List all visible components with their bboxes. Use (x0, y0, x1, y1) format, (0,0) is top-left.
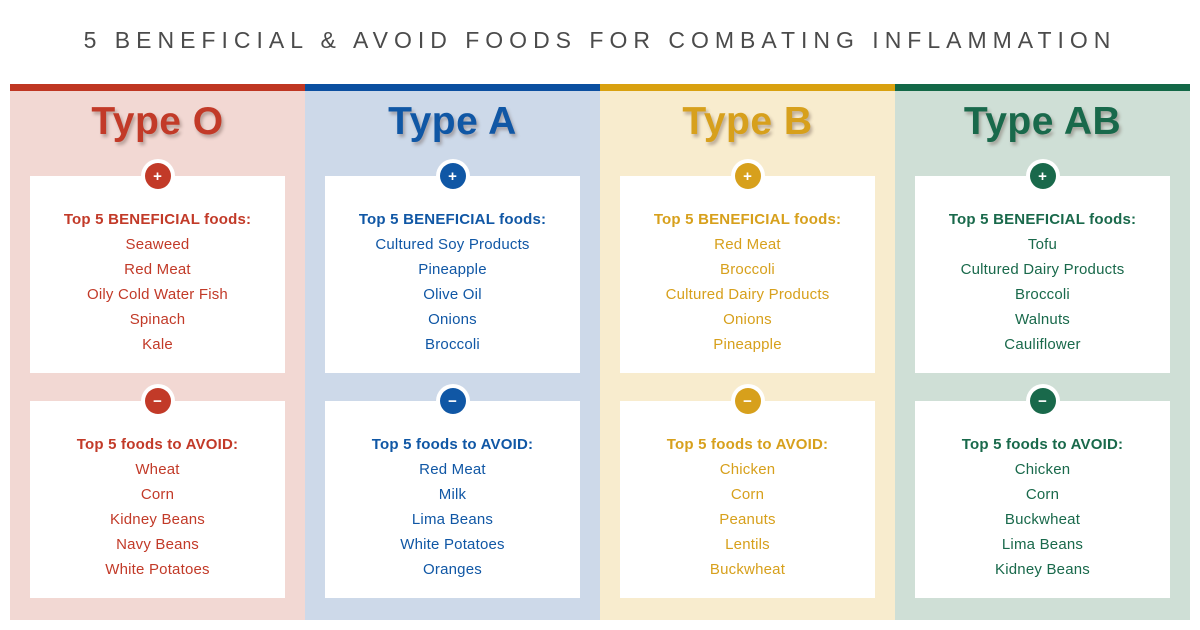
type-o-color-bar (10, 84, 305, 91)
plus-icon: + (435, 159, 470, 193)
food-item: Kidney Beans (995, 561, 1090, 578)
beneficial-food-list: Cultured Soy Products Pineapple Olive Oi… (325, 232, 580, 357)
minus-glyph: − (1029, 388, 1056, 414)
food-item: Onions (428, 311, 477, 328)
blood-type-columns: Type O + Top 5 BENEFICIAL foods: Seaweed… (10, 84, 1190, 620)
food-item: Chicken (719, 461, 776, 478)
food-item: Chicken (1014, 461, 1071, 478)
food-item: Lima Beans (411, 511, 494, 528)
food-item: Spinach (129, 311, 186, 328)
food-item: Cultured Dairy Products (665, 286, 830, 303)
food-item: Tofu (1027, 236, 1058, 253)
avoid-food-list: Wheat Corn Kidney Beans Navy Beans White… (30, 457, 285, 582)
minus-icon: − (140, 384, 175, 418)
beneficial-heading: Top 5 BENEFICIAL foods: (358, 211, 547, 228)
type-a-avoid-card: − Top 5 foods to AVOID: Red Meat Milk Li… (325, 384, 580, 598)
food-item: Lentils (725, 536, 770, 553)
minus-icon: − (1025, 384, 1060, 418)
plus-glyph: + (1029, 163, 1056, 189)
food-item: Milk (438, 486, 467, 503)
minus-glyph: − (144, 388, 171, 414)
food-item: Peanuts (719, 511, 776, 528)
plus-icon: + (730, 159, 765, 193)
avoid-food-list: Chicken Corn Peanuts Lentils Buckwheat (620, 457, 875, 582)
beneficial-heading: Top 5 BENEFICIAL foods: (653, 211, 842, 228)
food-item: Pineapple (713, 336, 782, 353)
page-title: 5 BENEFICIAL & AVOID FOODS FOR COMBATING… (83, 27, 1117, 53)
food-item: Red Meat (124, 261, 191, 278)
plus-icon: + (1025, 159, 1060, 193)
type-b-beneficial-card: + Top 5 BENEFICIAL foods: Red Meat Brocc… (620, 159, 875, 373)
food-item: Red Meat (419, 461, 486, 478)
food-item: Oranges (423, 561, 482, 578)
food-item: White Potatoes (400, 536, 505, 553)
beneficial-food-list: Tofu Cultured Dairy Products Broccoli Wa… (915, 232, 1170, 357)
plus-glyph: + (439, 163, 466, 189)
minus-icon: − (435, 384, 470, 418)
food-item: Kidney Beans (110, 511, 205, 528)
minus-glyph: − (439, 388, 466, 414)
plus-glyph: + (734, 163, 761, 189)
type-b-column: Type B + Top 5 BENEFICIAL foods: Red Mea… (600, 84, 895, 620)
food-item: Oily Cold Water Fish (87, 286, 228, 303)
food-item: Kale (142, 336, 173, 353)
type-o-avoid-card: − Top 5 foods to AVOID: Wheat Corn Kidne… (30, 384, 285, 598)
food-item: Corn (1025, 486, 1060, 503)
food-item: Broccoli (425, 336, 480, 353)
type-a-column: Type A + Top 5 BENEFICIAL foods: Culture… (305, 84, 600, 620)
type-a-color-bar (305, 84, 600, 91)
food-item: Cultured Soy Products (375, 236, 530, 253)
food-item: Buckwheat (709, 561, 786, 578)
type-b-avoid-card: − Top 5 foods to AVOID: Chicken Corn Pea… (620, 384, 875, 598)
minus-icon: − (730, 384, 765, 418)
beneficial-food-list: Seaweed Red Meat Oily Cold Water Fish Sp… (30, 232, 285, 357)
avoid-heading: Top 5 foods to AVOID: (76, 436, 239, 453)
type-o-beneficial-card: + Top 5 BENEFICIAL foods: Seaweed Red Me… (30, 159, 285, 373)
food-item: Corn (140, 486, 175, 503)
food-item: Cultured Dairy Products (960, 261, 1125, 278)
type-ab-color-bar (895, 84, 1190, 91)
beneficial-food-list: Red Meat Broccoli Cultured Dairy Product… (620, 232, 875, 357)
food-item: Olive Oil (423, 286, 482, 303)
food-item: Onions (723, 311, 772, 328)
type-ab-title: Type AB (963, 100, 1122, 143)
food-item: Pineapple (418, 261, 487, 278)
type-ab-column: Type AB + Top 5 BENEFICIAL foods: Tofu C… (895, 84, 1190, 620)
type-o-column: Type O + Top 5 BENEFICIAL foods: Seaweed… (10, 84, 305, 620)
minus-glyph: − (734, 388, 761, 414)
food-item: Lima Beans (1001, 536, 1084, 553)
type-b-title: Type B (682, 100, 813, 143)
avoid-food-list: Red Meat Milk Lima Beans White Potatoes … (325, 457, 580, 582)
plus-icon: + (140, 159, 175, 193)
type-ab-beneficial-card: + Top 5 BENEFICIAL foods: Tofu Cultured … (915, 159, 1170, 373)
food-item: White Potatoes (105, 561, 210, 578)
type-b-color-bar (600, 84, 895, 91)
food-item: Seaweed (125, 236, 190, 253)
type-o-title: Type O (91, 100, 224, 143)
food-item: Wheat (135, 461, 180, 478)
food-item: Corn (730, 486, 765, 503)
type-a-beneficial-card: + Top 5 BENEFICIAL foods: Cultured Soy P… (325, 159, 580, 373)
plus-glyph: + (144, 163, 171, 189)
food-item: Walnuts (1014, 311, 1071, 328)
avoid-heading: Top 5 foods to AVOID: (961, 436, 1124, 453)
beneficial-heading: Top 5 BENEFICIAL foods: (63, 211, 252, 228)
food-item: Broccoli (1015, 286, 1070, 303)
food-item: Cauliflower (1004, 336, 1081, 353)
type-a-title: Type A (388, 100, 517, 143)
avoid-heading: Top 5 foods to AVOID: (371, 436, 534, 453)
food-item: Broccoli (720, 261, 775, 278)
food-item: Red Meat (714, 236, 781, 253)
food-item: Buckwheat (1004, 511, 1081, 528)
food-item: Navy Beans (116, 536, 199, 553)
type-ab-avoid-card: − Top 5 foods to AVOID: Chicken Corn Buc… (915, 384, 1170, 598)
beneficial-heading: Top 5 BENEFICIAL foods: (948, 211, 1137, 228)
avoid-heading: Top 5 foods to AVOID: (666, 436, 829, 453)
avoid-food-list: Chicken Corn Buckwheat Lima Beans Kidney… (915, 457, 1170, 582)
